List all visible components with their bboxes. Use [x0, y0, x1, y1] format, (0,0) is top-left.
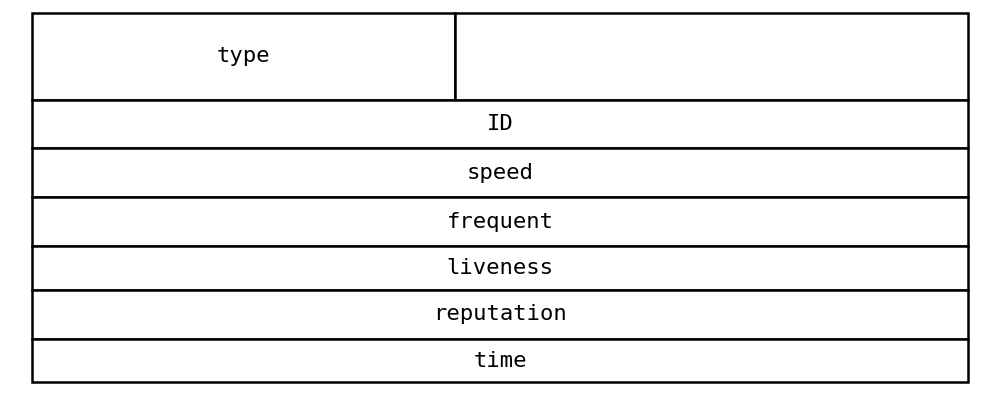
Text: ID: ID	[487, 114, 513, 134]
Bar	[32, 246, 968, 290]
Text: frequent: frequent	[446, 212, 554, 232]
Text: liveness: liveness	[446, 258, 554, 278]
Bar	[32, 13, 455, 100]
Bar	[32, 339, 968, 382]
Bar	[32, 149, 968, 198]
Bar	[455, 13, 968, 100]
Text: type: type	[217, 46, 270, 66]
Text: reputation: reputation	[433, 304, 567, 324]
Bar	[32, 100, 968, 149]
Bar	[32, 290, 968, 339]
Text: time: time	[473, 350, 527, 371]
Text: speed: speed	[467, 163, 533, 183]
Bar	[32, 198, 968, 246]
